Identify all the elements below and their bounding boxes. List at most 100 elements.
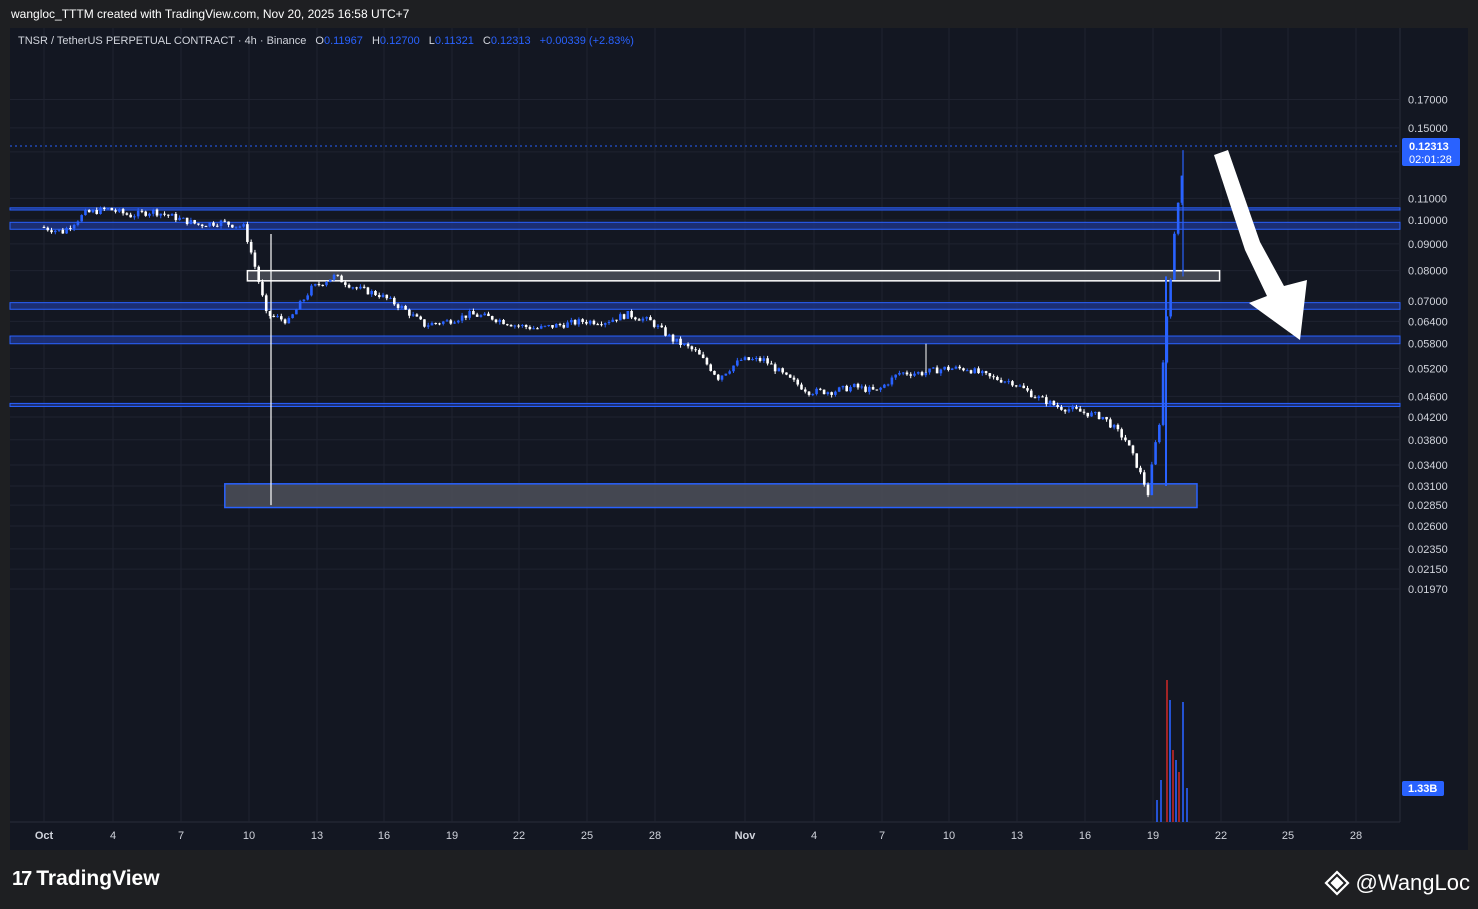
candle-body xyxy=(751,359,754,361)
candle-body xyxy=(174,213,178,221)
candle-body xyxy=(1105,416,1108,420)
chart-pane[interactable] xyxy=(10,28,1400,850)
candle-body xyxy=(438,323,441,325)
candle-body xyxy=(396,304,400,308)
candle-body xyxy=(264,295,268,312)
candle-body xyxy=(1063,409,1067,412)
candle-body xyxy=(389,297,392,299)
candle-body xyxy=(1116,424,1120,430)
support-resistance-zones xyxy=(9,207,1401,509)
price-chart[interactable]: 0.170000.150000.135000.110000.100000.090… xyxy=(0,0,1478,850)
candle-body xyxy=(1003,381,1007,383)
candle-body xyxy=(939,369,943,374)
candle-body xyxy=(140,210,144,212)
candle-body xyxy=(362,286,366,288)
zone-band xyxy=(9,207,1401,211)
candle-body xyxy=(581,319,584,322)
low-label: L xyxy=(428,35,435,47)
candle-body xyxy=(434,322,438,324)
candle-body xyxy=(683,343,686,345)
candle-body xyxy=(615,319,618,321)
price-tick-label: 0.02350 xyxy=(1408,544,1448,556)
change-value: +0.00339 (+2.83%) xyxy=(539,35,634,47)
candle-body xyxy=(849,386,852,392)
candle-body xyxy=(543,325,547,327)
candle-body xyxy=(359,286,362,289)
candle-body xyxy=(102,207,106,209)
candle-body xyxy=(457,320,460,323)
candle-body xyxy=(227,221,230,225)
candle-body xyxy=(321,284,325,286)
candle-body xyxy=(536,328,539,330)
candle-body xyxy=(664,327,667,336)
candle-body xyxy=(148,213,151,216)
candle-body xyxy=(603,323,607,325)
candle-body xyxy=(1161,362,1165,425)
time-tick-label: 22 xyxy=(1215,830,1227,842)
volume-bar xyxy=(1186,788,1188,822)
candle-body xyxy=(332,274,336,280)
candle-body xyxy=(815,388,818,395)
candle-body xyxy=(992,376,995,378)
candle-body xyxy=(773,364,777,372)
candle-body xyxy=(800,384,803,390)
candle-body xyxy=(1150,464,1154,496)
candle-body xyxy=(340,275,343,283)
volume-tag-bg xyxy=(1402,781,1444,796)
candle-body xyxy=(747,357,751,361)
candle-body xyxy=(785,372,788,375)
price-tick-label: 0.06400 xyxy=(1408,316,1448,328)
tradingview-logo[interactable]: 17 TradingView xyxy=(12,867,160,891)
candle-body xyxy=(924,372,928,376)
open-value: 0.11967 xyxy=(323,35,363,47)
candle-body xyxy=(295,309,298,315)
time-tick-label: 7 xyxy=(879,830,885,842)
candle-body xyxy=(1033,397,1037,399)
candle-body xyxy=(570,319,573,323)
zone-band xyxy=(9,221,1401,230)
tradingview-mark-icon: 17 xyxy=(12,867,32,890)
candle-body xyxy=(830,392,833,395)
candle-body xyxy=(84,210,87,216)
candle-body xyxy=(630,311,633,318)
candle-body xyxy=(479,315,483,317)
zone-band xyxy=(9,302,1401,310)
candle-body xyxy=(344,282,347,285)
candle-body xyxy=(656,325,660,327)
candle-body xyxy=(743,357,747,360)
candle-body xyxy=(679,338,682,345)
candle-body xyxy=(913,373,916,376)
candle-body xyxy=(909,374,913,376)
candle-body xyxy=(984,371,988,374)
candle-body xyxy=(1173,233,1176,280)
candle-body xyxy=(1127,440,1131,446)
candle-body xyxy=(351,287,355,289)
candle-body xyxy=(713,370,716,375)
candle-body xyxy=(76,221,80,225)
volume-bar xyxy=(1166,680,1168,822)
candle-body xyxy=(1052,400,1056,406)
volume-bars xyxy=(1156,680,1188,822)
candle-body xyxy=(879,387,882,390)
candle-body xyxy=(61,229,65,234)
candle-body xyxy=(317,284,321,286)
candle-body xyxy=(419,316,422,320)
candle-body xyxy=(762,358,766,361)
candle-body xyxy=(1022,385,1026,389)
candle-body xyxy=(483,313,486,316)
candle-body xyxy=(837,387,841,392)
candle-body xyxy=(57,229,61,231)
candle-body xyxy=(860,386,864,388)
candle-body xyxy=(781,368,784,373)
candle-body xyxy=(607,321,611,324)
candle-body xyxy=(932,367,935,369)
time-axis-labels: Oct 4 7 10 13 16 19 22 25 28 Nov 4 7 10 13 16 19 22 25 28 xyxy=(35,830,1362,842)
candle-body xyxy=(660,325,664,328)
candle-body xyxy=(65,228,68,234)
candle-body xyxy=(366,287,370,295)
candle-body xyxy=(80,215,83,222)
candle-body xyxy=(524,324,528,327)
candle-body xyxy=(50,230,53,233)
candle-body xyxy=(328,279,332,283)
candle-body xyxy=(355,287,358,289)
